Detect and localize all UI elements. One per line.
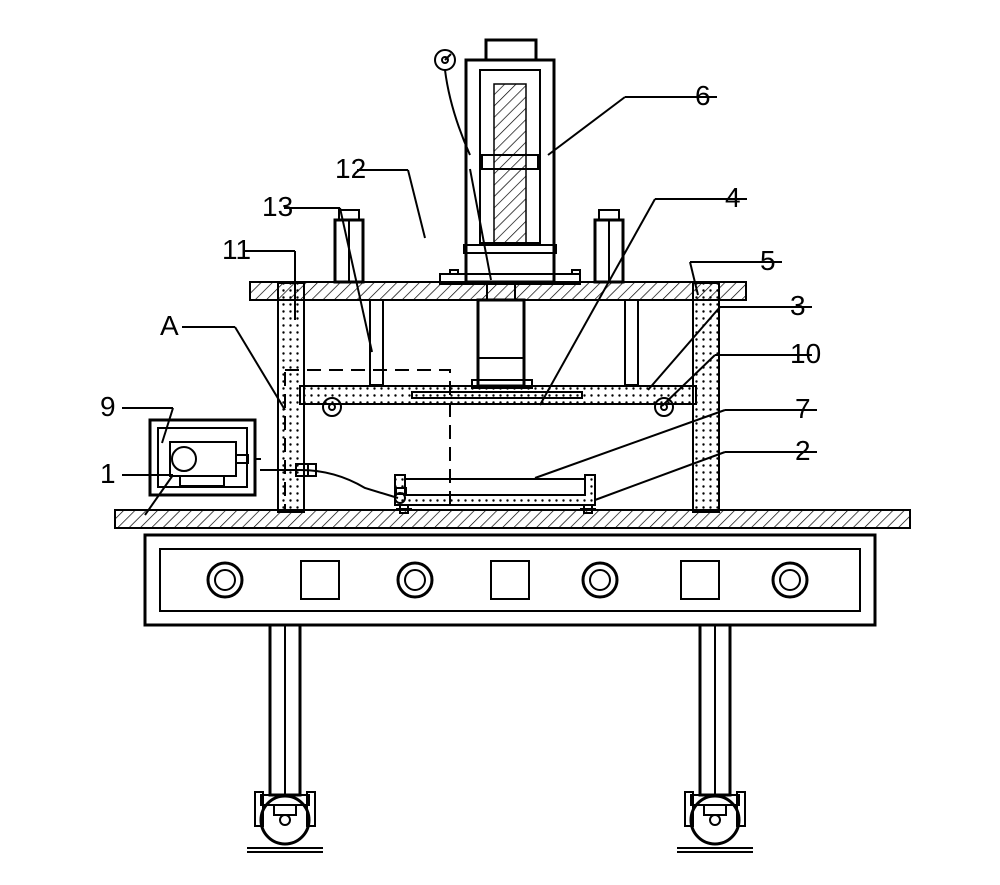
label-10: 10 <box>790 338 821 369</box>
label-5: 5 <box>760 245 776 276</box>
label-6: 6 <box>695 80 711 111</box>
label-11: 11 <box>222 234 251 265</box>
label-2: 2 <box>795 435 811 466</box>
label-1: 1 <box>100 458 116 489</box>
label-7: 7 <box>795 393 811 424</box>
label-3: 3 <box>790 290 806 321</box>
label-A: A <box>160 310 179 341</box>
label-4: 4 <box>725 182 741 213</box>
label-9: 9 <box>100 391 116 422</box>
label-12: 12 <box>335 153 366 184</box>
label-13: 13 <box>262 191 293 222</box>
